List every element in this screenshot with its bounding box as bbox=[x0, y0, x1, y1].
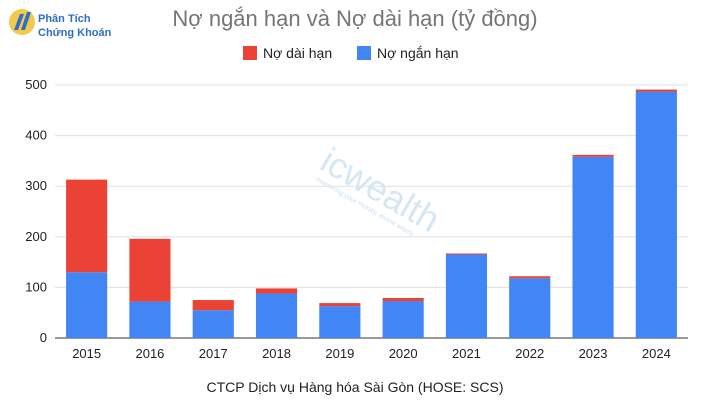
bar-short-term bbox=[572, 156, 614, 338]
bar-long-term bbox=[66, 179, 108, 273]
x-axis-ticks: 2015 2016 2017 2018 2019 2020 2021 2022 2023 2024 bbox=[72, 346, 671, 361]
x-tick-label: 2022 bbox=[515, 346, 544, 361]
legend-swatch-long-term bbox=[243, 46, 257, 60]
bars bbox=[66, 89, 677, 338]
chart-bars-logo-icon bbox=[9, 9, 35, 35]
bar-short-term bbox=[66, 272, 108, 338]
brand-line1: Phân Tích bbox=[38, 13, 91, 25]
legend: Nợ dài hạn Nợ ngắn hạn bbox=[243, 45, 459, 61]
watermark: icwealth mastering your money, invest wi… bbox=[314, 139, 447, 240]
x-tick-label: 2017 bbox=[199, 346, 228, 361]
y-tick-label: 200 bbox=[25, 229, 47, 244]
bar-long-term bbox=[129, 238, 171, 302]
bar-short-term bbox=[192, 310, 234, 338]
legend-swatch-short-term bbox=[357, 46, 371, 60]
x-tick-label: 2020 bbox=[389, 346, 418, 361]
bar-long-term bbox=[382, 298, 424, 302]
bar-short-term bbox=[255, 293, 298, 338]
bar-long-term bbox=[192, 300, 234, 311]
bar-short-term bbox=[635, 91, 677, 338]
bar-short-term bbox=[319, 306, 361, 338]
bar-short-term bbox=[382, 301, 424, 338]
y-tick-label: 500 bbox=[25, 77, 47, 92]
bar-long-term bbox=[509, 276, 551, 279]
x-tick-label: 2024 bbox=[642, 346, 671, 361]
bar-long-term bbox=[319, 303, 361, 307]
legend-label-short-term: Nợ ngắn hạn bbox=[377, 45, 459, 61]
chart-caption: CTCP Dịch vụ Hàng hóa Sài Gòn (HOSE: SCS… bbox=[207, 379, 504, 395]
bar-short-term bbox=[445, 254, 488, 338]
y-tick-label: 100 bbox=[25, 279, 47, 294]
bar-short-term bbox=[509, 278, 551, 338]
bar-long-term bbox=[635, 89, 677, 92]
y-axis-ticks: 0 100 200 300 400 500 bbox=[25, 77, 47, 345]
x-tick-label: 2018 bbox=[262, 346, 291, 361]
bar-long-term bbox=[445, 253, 488, 255]
y-tick-label: 400 bbox=[25, 128, 47, 143]
y-tick-label: 300 bbox=[25, 178, 47, 193]
bar-long-term bbox=[255, 288, 298, 294]
bar-long-term bbox=[572, 154, 614, 157]
x-tick-label: 2021 bbox=[452, 346, 481, 361]
x-tick-label: 2015 bbox=[72, 346, 101, 361]
brand-line2: Chứng Khoán bbox=[38, 27, 112, 39]
x-tick-label: 2016 bbox=[135, 346, 164, 361]
chart-title: Nợ ngắn hạn và Nợ dài hạn (tỷ đồng) bbox=[172, 6, 537, 31]
brand-logo: Phân Tích Chứng Khoán bbox=[9, 9, 112, 39]
y-tick-label: 0 bbox=[40, 330, 47, 345]
x-tick-label: 2019 bbox=[325, 346, 354, 361]
legend-label-long-term: Nợ dài hạn bbox=[263, 45, 332, 61]
bar-short-term bbox=[129, 301, 171, 338]
x-tick-label: 2023 bbox=[579, 346, 608, 361]
